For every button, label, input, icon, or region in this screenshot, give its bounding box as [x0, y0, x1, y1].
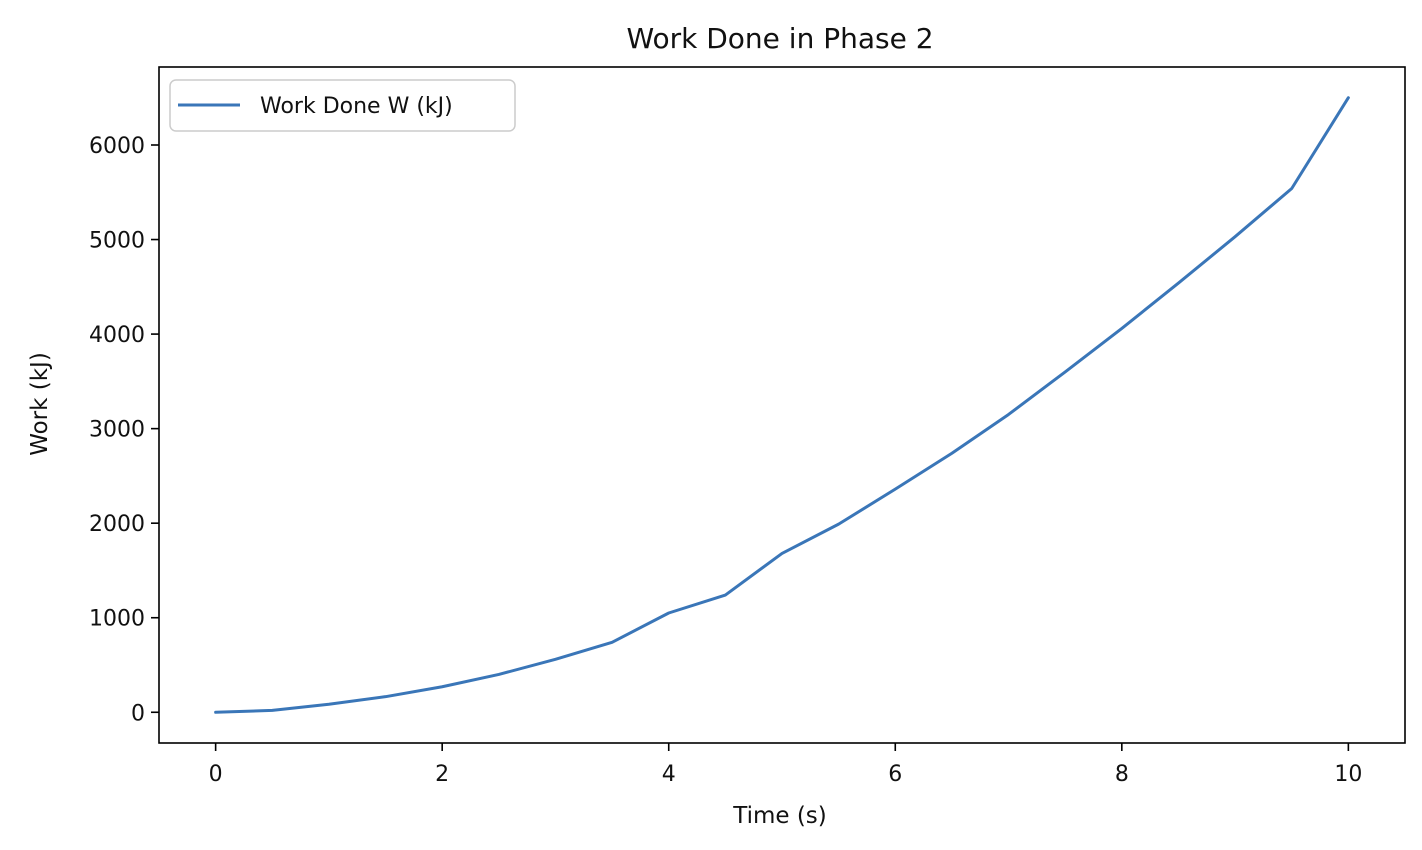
x-tick-label: 0 — [209, 762, 223, 787]
y-tick-label: 5000 — [89, 229, 145, 254]
x-tick-label: 10 — [1334, 762, 1362, 787]
legend: Work Done W (kJ) — [169, 79, 516, 132]
y-tick-label: 2000 — [89, 512, 145, 537]
axis-ticks: 0 2 4 6 8 10 0 1000 2000 3000 4000 5000 6000 — [89, 134, 1362, 787]
x-axis-label: Time (s) — [732, 803, 827, 829]
x-tick-label: 8 — [1115, 762, 1129, 787]
y-tick-label: 6000 — [89, 134, 145, 159]
y-tick-label: 3000 — [89, 418, 145, 443]
series-layer — [214, 96, 1350, 714]
chart-title: Work Done in Phase 2 — [626, 22, 933, 55]
y-tick-label: 4000 — [89, 323, 145, 348]
legend-box — [169, 79, 516, 132]
legend-label: Work Done W (kJ) — [260, 94, 453, 119]
x-tick-label: 2 — [435, 762, 449, 787]
y-tick-label: 0 — [131, 701, 145, 726]
series-line-work-done — [214, 96, 1350, 714]
x-tick-label: 6 — [888, 762, 902, 787]
y-tick-label: 1000 — [89, 607, 145, 632]
x-tick-label: 4 — [662, 762, 676, 787]
plot-area-frame — [158, 66, 1406, 744]
y-axis-label: Work (kJ) — [27, 352, 53, 456]
